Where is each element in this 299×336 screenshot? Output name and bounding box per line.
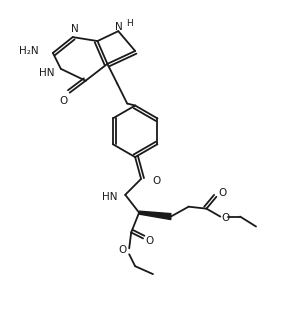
Text: N: N <box>71 24 79 34</box>
Text: O: O <box>118 245 126 255</box>
Text: O: O <box>221 213 229 222</box>
Text: O: O <box>153 176 161 186</box>
Text: O: O <box>218 188 226 198</box>
Text: H: H <box>126 19 133 28</box>
Text: O: O <box>60 95 68 106</box>
Text: H₂N: H₂N <box>19 46 39 56</box>
Text: HN: HN <box>102 192 117 202</box>
Text: N: N <box>115 22 123 32</box>
Text: HN: HN <box>39 68 55 78</box>
Text: O: O <box>146 237 154 246</box>
Polygon shape <box>139 211 171 219</box>
